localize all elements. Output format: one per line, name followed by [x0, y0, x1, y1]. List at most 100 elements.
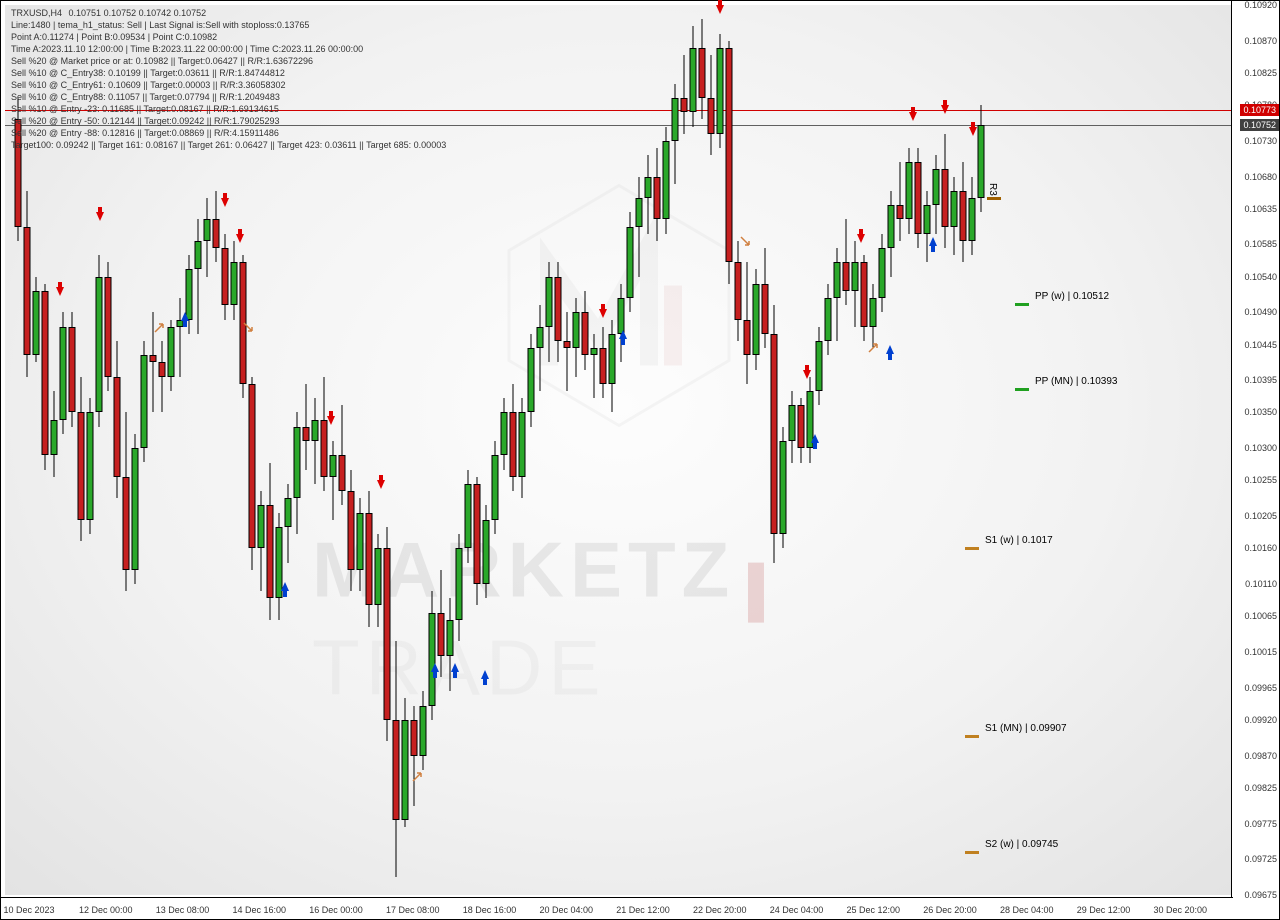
candle[interactable] [931, 5, 940, 895]
candle[interactable] [850, 5, 859, 895]
x-tick: 14 Dec 16:00 [232, 905, 286, 915]
candle[interactable] [697, 5, 706, 895]
candle[interactable] [778, 5, 787, 895]
candle[interactable] [589, 5, 598, 895]
candle[interactable] [751, 5, 760, 895]
candle[interactable] [733, 5, 742, 895]
candle[interactable] [742, 5, 751, 895]
candle[interactable] [616, 5, 625, 895]
candle[interactable] [706, 5, 715, 895]
candle[interactable] [580, 5, 589, 895]
x-tick: 12 Dec 00:00 [79, 905, 133, 915]
candle[interactable] [562, 5, 571, 895]
candle[interactable] [553, 5, 562, 895]
info-line: Sell %10 @ C_Entry61: 0.10609 || Target:… [11, 79, 286, 91]
y-tick: 0.09825 [1244, 783, 1277, 793]
candle[interactable] [571, 5, 580, 895]
candle[interactable] [760, 5, 769, 895]
info-line: Sell %10 @ C_Entry38: 0.10199 || Target:… [11, 67, 285, 79]
candle[interactable] [688, 5, 697, 895]
candle[interactable] [598, 5, 607, 895]
candle[interactable] [481, 5, 490, 895]
candle[interactable] [814, 5, 823, 895]
candle[interactable] [949, 5, 958, 895]
y-tick: 0.10300 [1244, 443, 1277, 453]
candle[interactable] [922, 5, 931, 895]
candle[interactable] [715, 5, 724, 895]
candle[interactable] [445, 5, 454, 895]
info-line: Line:1480 | tema_h1_status: Sell | Last … [11, 19, 309, 31]
y-tick: 0.10160 [1244, 543, 1277, 553]
signal-arrow [96, 212, 104, 221]
candle[interactable] [454, 5, 463, 895]
symbol-line: TRXUSD,H4 0.10751 0.10752 0.10742 0.1075… [11, 7, 206, 19]
y-tick: 0.10015 [1244, 647, 1277, 657]
candle[interactable] [769, 5, 778, 895]
candle[interactable] [859, 5, 868, 895]
candle[interactable] [724, 5, 733, 895]
x-tick: 16 Dec 00:00 [309, 905, 363, 915]
candle[interactable] [886, 5, 895, 895]
signal-arrow [181, 312, 189, 321]
candle[interactable] [904, 5, 913, 895]
candle[interactable] [679, 5, 688, 895]
candle[interactable] [526, 5, 535, 895]
y-tick: 0.10730 [1244, 136, 1277, 146]
y-tick: 0.10635 [1244, 204, 1277, 214]
candle[interactable] [463, 5, 472, 895]
candle[interactable] [868, 5, 877, 895]
candle[interactable] [643, 5, 652, 895]
signal-arrow [803, 370, 811, 379]
signal-arrow [909, 112, 917, 121]
candle[interactable] [796, 5, 805, 895]
y-tick: 0.09870 [1244, 751, 1277, 761]
candle[interactable] [472, 5, 481, 895]
pivot-label: S1 (w) | 0.1017 [985, 535, 1053, 546]
signal-arrow [236, 234, 244, 243]
y-tick: 0.09725 [1244, 854, 1277, 864]
signal-arrow [451, 663, 459, 672]
y-tick: 0.10205 [1244, 511, 1277, 521]
candle[interactable] [499, 5, 508, 895]
candle[interactable] [517, 5, 526, 895]
candle[interactable] [625, 5, 634, 895]
candle[interactable] [607, 5, 616, 895]
candle[interactable] [895, 5, 904, 895]
candle[interactable] [967, 5, 976, 895]
y-tick: 0.10920 [1244, 0, 1277, 10]
candle[interactable] [805, 5, 814, 895]
candle[interactable] [958, 5, 967, 895]
candle[interactable] [913, 5, 922, 895]
candle[interactable] [634, 5, 643, 895]
pivot-mark [1015, 303, 1029, 306]
candle[interactable] [670, 5, 679, 895]
candle[interactable] [841, 5, 850, 895]
x-tick: 28 Dec 04:00 [1000, 905, 1054, 915]
x-axis: 10 Dec 202312 Dec 00:0013 Dec 08:0014 De… [1, 897, 1233, 919]
info-line: Sell %10 @ Entry -23: 0.11685 || Target:… [11, 103, 279, 115]
x-tick: 21 Dec 12:00 [616, 905, 670, 915]
candle[interactable] [544, 5, 553, 895]
signal-arrow [221, 198, 229, 207]
x-tick: 25 Dec 12:00 [846, 905, 900, 915]
plot-area[interactable]: MARKETZ TRADE R3PP (w) | 0.10512PP (MN) … [5, 5, 1233, 895]
y-tick: 0.10825 [1244, 68, 1277, 78]
info-line: Point A:0.11274 | Point B:0.09534 | Poin… [11, 31, 217, 43]
y-tick: 0.09675 [1244, 890, 1277, 900]
candle[interactable] [661, 5, 670, 895]
candle[interactable] [877, 5, 886, 895]
candle[interactable] [940, 5, 949, 895]
pivot-mark [965, 547, 979, 550]
candle[interactable] [535, 5, 544, 895]
candle[interactable] [976, 5, 985, 895]
y-axis: 0.109200.108700.108250.107800.107300.106… [1231, 1, 1279, 899]
candle[interactable] [652, 5, 661, 895]
candle[interactable] [490, 5, 499, 895]
pivot-mark [987, 197, 1001, 200]
x-tick: 22 Dec 20:00 [693, 905, 747, 915]
candle[interactable] [787, 5, 796, 895]
info-line: Sell %20 @ Entry -88: 0.12816 || Target:… [11, 127, 279, 139]
candle[interactable] [823, 5, 832, 895]
candle[interactable] [832, 5, 841, 895]
candle[interactable] [508, 5, 517, 895]
